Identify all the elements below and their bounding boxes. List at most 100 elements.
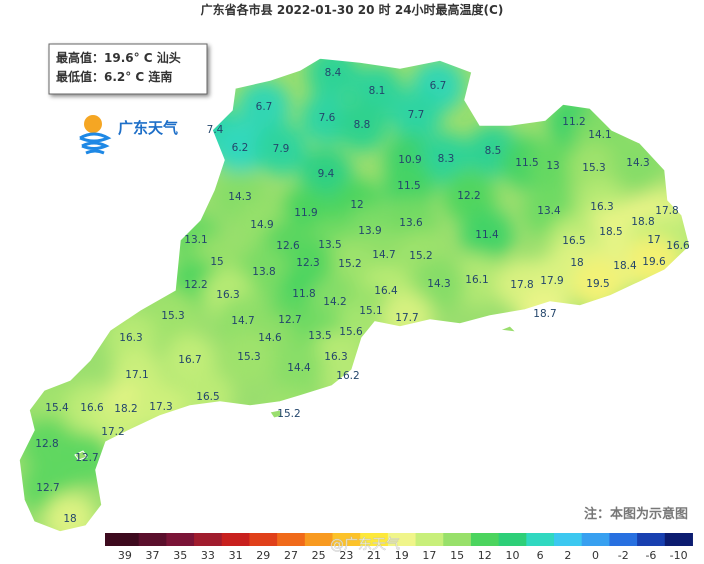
logo-text: 广东天气 [118,119,178,137]
colorbar: 39 37 35 33 31 29 27 25 23 21 19 17 15 12 10 6 2 0 -2 -6 -10 [105,533,693,562]
temp-label: 18.7 [533,308,556,320]
temp-label: 19.6 [642,256,666,268]
temp-label: 15.3 [582,162,605,174]
colorbar-label: 27 [284,549,298,562]
temp-label: 7.4 [207,124,224,136]
temp-label: 13.1 [184,234,207,246]
temp-area [44,493,96,532]
colorbar-segment [332,533,361,546]
colorbar-label: 21 [367,549,381,562]
info-max: 最高值：19.6° C 汕头 [56,50,181,65]
colorbar-segment [443,533,472,546]
temp-area [255,123,307,175]
temp-label: 12.3 [296,257,319,269]
temp-label: 6.2 [232,142,249,154]
temp-label: 16.3 [119,332,142,344]
colorbar-label: -6 [645,549,656,562]
temp-area [383,160,435,212]
temp-label: 16.1 [465,274,488,286]
temp-label: 13.6 [399,217,423,229]
temp-label: 11.9 [294,207,317,219]
temp-area [336,99,388,151]
temp-area [527,140,579,192]
colorbar-label: 25 [312,549,326,562]
temp-label: 16.5 [562,235,585,247]
temp-label: 12.2 [457,190,480,202]
temp-label: 13 [546,160,559,172]
temp-label: 6.7 [430,80,447,92]
temp-label: 8.1 [369,85,386,97]
temp-label: 17.7 [395,312,418,324]
logo-icon [79,115,112,155]
colorbar-segment [111,533,140,546]
colorbar-end [105,533,111,546]
colorbar-segment [387,533,417,546]
temp-label: 11.2 [562,116,585,128]
colorbar-segment [581,533,610,546]
temp-label: 13.8 [252,266,275,278]
colorbar-segment [194,533,223,546]
colorbar-label: 12 [478,549,492,562]
colorbar-label: 35 [173,549,187,562]
temp-label: 14.7 [231,315,254,327]
temp-label: 8.3 [438,153,455,165]
labels: 8.4 8.1 6.7 6.7 7.6 8.8 7.7 7.4 6.2 7.9 11.214.1 10… [35,67,690,525]
temp-label: 15.2 [277,408,300,420]
temp-label: 15 [210,256,223,268]
colorbar-label: 37 [146,549,160,562]
note: 注：本图为示意图 [584,506,688,522]
temp-label: 16.5 [196,391,219,403]
temp-label: 12.7 [75,452,98,464]
colorbar-label: 0 [592,549,599,562]
temp-label: 14.9 [250,219,273,231]
temp-label: 13.5 [308,330,331,342]
temp-label: 14.7 [372,249,395,261]
temp-label: 11.5 [515,157,538,169]
colorbar-label: 39 [118,549,132,562]
colorbar-label: 15 [450,549,464,562]
temp-label: 14.4 [287,362,311,374]
province-outline [18,57,691,533]
province-fill [19,58,690,532]
temp-label: 14.3 [626,157,649,169]
colorbar-label: 31 [229,549,243,562]
temp-label: 15.3 [237,351,260,363]
temp-label: 17.8 [510,279,533,291]
temp-label: 13.5 [318,239,341,251]
temp-label: 16.6 [80,402,104,414]
temp-label: 17.8 [655,205,678,217]
temp-label: 8.8 [354,119,371,131]
temp-label: 12.2 [184,279,207,291]
temp-label: 7.6 [319,112,336,124]
temp-label: 17.3 [149,401,172,413]
temp-label: 14.3 [427,278,450,290]
colorbar-label: -10 [670,549,688,562]
temp-label: 10.9 [398,154,421,166]
temp-area [451,254,503,306]
colorbar-label: 2 [564,549,571,562]
temp-label: 12.7 [36,482,59,494]
temp-label: 19.5 [586,278,609,290]
colorbar-label: 23 [339,549,353,562]
temp-label: 16.2 [336,370,359,382]
colorbar-segment [415,533,444,546]
colorbar-label: -2 [618,549,629,562]
temp-label: 12.6 [276,240,300,252]
temp-area [147,290,199,342]
heat-blobs [21,58,690,532]
colorbar-segment [304,533,334,546]
temp-label: 16.3 [216,289,239,301]
temp-label: 16.7 [178,354,201,366]
info-box [48,43,208,95]
temp-area [568,142,620,194]
colorbar-segment [166,533,195,546]
temp-area [443,170,495,222]
colorbar-label: 19 [395,549,409,562]
colorbar-label: 33 [201,549,215,562]
temp-area [223,331,275,383]
temp-label: 16.3 [324,351,347,363]
temp-label: 17.2 [101,426,124,438]
temp-label: 15.1 [359,305,382,317]
